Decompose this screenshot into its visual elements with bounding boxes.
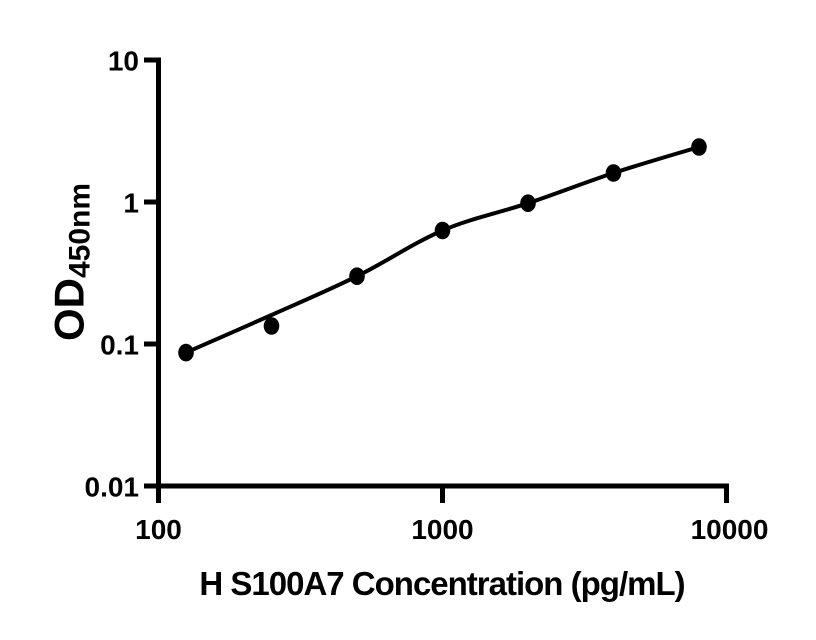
x-axis-title: H S100A7 Concentration (pg/mL)	[199, 565, 685, 602]
data-point-marker	[349, 267, 365, 286]
y-tick-label: 10	[108, 46, 139, 77]
fit-curve-line	[185, 145, 700, 355]
data-point-marker	[691, 138, 707, 156]
x-tick-label: 10000	[691, 514, 769, 545]
y-axis-title-subscript: 450nm	[63, 182, 97, 279]
data-point-marker	[434, 221, 451, 240]
data-point-marker	[178, 343, 194, 362]
x-tick-label: 1000	[411, 514, 473, 545]
y-tick-label: 0.01	[85, 472, 140, 503]
data-point-marker	[520, 194, 536, 212]
y-tick-label: 0.1	[100, 330, 139, 361]
y-tick-label: 1	[123, 188, 139, 219]
data-point-marker	[605, 164, 622, 182]
data-point-marker	[263, 317, 280, 335]
y-axis-title: OD450nm	[45, 182, 97, 342]
y-axis-title-main: OD	[45, 278, 93, 342]
x-tick-label: 100	[135, 514, 182, 545]
